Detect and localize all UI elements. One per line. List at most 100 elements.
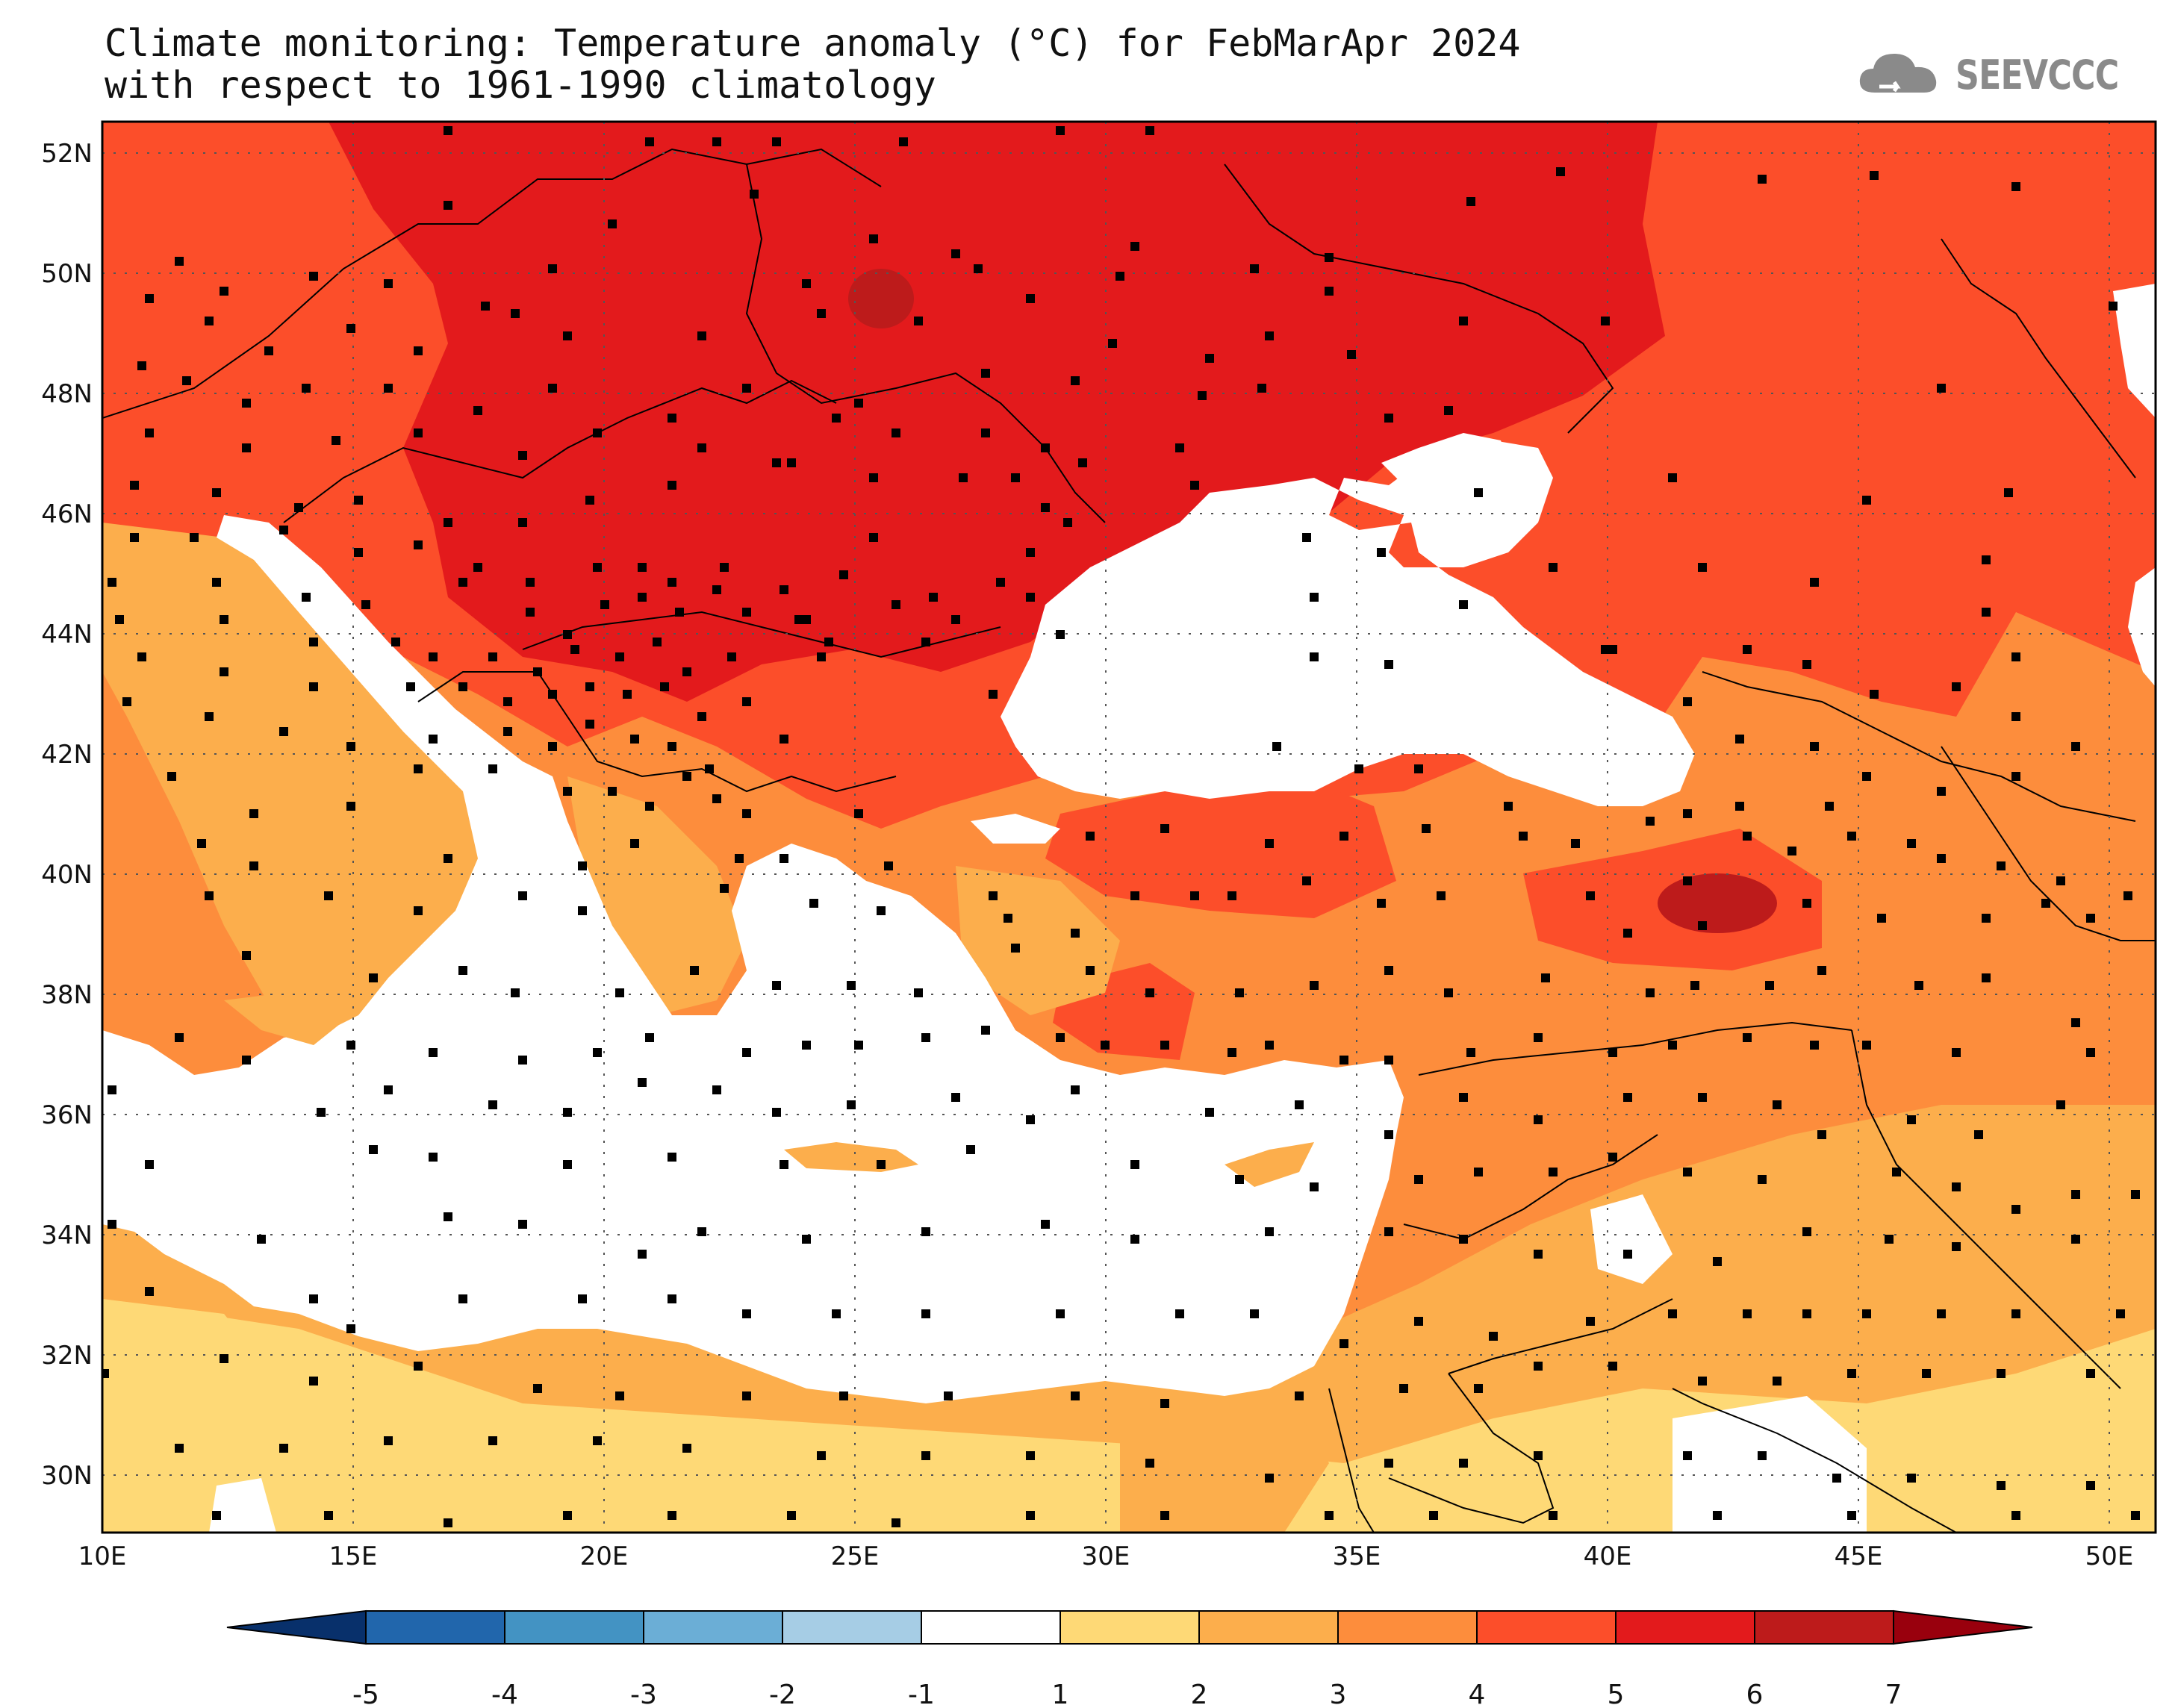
station-marker — [384, 384, 393, 393]
station-marker — [1937, 384, 1946, 393]
station-marker — [1773, 1377, 1782, 1386]
marmara-sea — [971, 814, 1060, 844]
station-marker — [108, 578, 116, 587]
station-marker — [1914, 981, 1923, 990]
station-marker — [414, 428, 423, 437]
station-marker — [1952, 682, 1961, 691]
station-marker — [1549, 1511, 1558, 1520]
station-marker — [503, 697, 512, 706]
station-marker — [1108, 339, 1117, 348]
station-marker — [817, 652, 826, 661]
station-marker — [1429, 1511, 1438, 1520]
station-marker — [563, 630, 572, 639]
station-marker — [414, 1362, 423, 1371]
station-marker — [2071, 1190, 2080, 1199]
station-marker — [1698, 1377, 1707, 1386]
station-marker — [1683, 1451, 1692, 1460]
station-marker — [608, 219, 617, 228]
station-marker — [981, 428, 990, 437]
station-marker — [1459, 1235, 1468, 1244]
station-marker — [1339, 1056, 1348, 1065]
station-marker — [892, 428, 900, 437]
station-marker — [212, 1511, 221, 1520]
station-marker — [563, 1108, 572, 1117]
station-marker — [772, 1108, 781, 1117]
station-marker — [2011, 182, 2020, 191]
station-marker — [1802, 660, 1811, 669]
station-marker — [220, 667, 228, 676]
station-marker — [2011, 1205, 2020, 1214]
colorbar — [226, 1609, 2033, 1645]
station-marker — [944, 1391, 953, 1400]
station-marker — [1130, 1235, 1139, 1244]
station-marker — [1257, 384, 1266, 393]
station-marker — [697, 331, 706, 340]
station-marker — [1922, 1369, 1931, 1378]
station-marker — [242, 951, 251, 960]
station-marker — [1063, 518, 1072, 527]
station-marker — [1071, 1085, 1080, 1094]
sea-of-azov — [1381, 433, 1508, 493]
station-marker — [1571, 839, 1580, 848]
station-marker — [720, 884, 729, 893]
station-marker — [533, 667, 542, 676]
station-marker — [1325, 1511, 1334, 1520]
station-marker — [1339, 1339, 1348, 1348]
station-marker — [182, 376, 191, 385]
station-marker — [914, 988, 923, 997]
title-line-1: Climate monitoring: Temperature anomaly … — [105, 22, 1521, 65]
station-marker — [697, 1227, 706, 1236]
station-marker — [1534, 1033, 1543, 1042]
station-marker — [989, 690, 998, 699]
colorbar-swatch — [1754, 1610, 1894, 1645]
station-marker — [249, 861, 258, 870]
station-marker — [2086, 914, 2095, 923]
station-marker — [145, 1287, 154, 1296]
station-marker — [1623, 929, 1632, 938]
station-marker — [802, 1041, 811, 1050]
anomaly-1-2-field — [102, 1299, 2156, 1533]
logo-text: SEEVCCC — [1955, 51, 2119, 99]
lat-tick-label: 38N — [41, 980, 93, 1010]
station-marker — [1325, 287, 1334, 296]
station-marker — [346, 324, 355, 333]
station-marker — [1683, 876, 1692, 885]
station-marker — [2071, 1235, 2080, 1244]
country-borders — [102, 148, 2156, 1533]
colorbar-swatch — [1198, 1610, 1339, 1645]
station-marker — [1690, 981, 1699, 990]
station-marker — [1601, 317, 1610, 325]
colorbar-arrow-high — [1893, 1609, 2033, 1645]
station-marker — [921, 638, 930, 646]
station-marker — [1683, 1168, 1692, 1176]
station-marker — [1071, 376, 1080, 385]
station-marker — [414, 540, 423, 549]
station-marker — [593, 1048, 602, 1057]
station-marker — [1086, 966, 1095, 975]
no-data-patch-saudi — [1673, 1396, 1867, 1533]
station-marker — [205, 317, 214, 325]
station-marker — [839, 570, 848, 579]
lat-tick-label: 40N — [41, 860, 93, 890]
station-marker — [593, 428, 602, 437]
station-marker — [742, 809, 751, 818]
station-marker — [869, 473, 878, 482]
station-marker — [102, 1369, 109, 1378]
station-marker — [1713, 1257, 1722, 1266]
station-marker — [638, 563, 647, 572]
station-marker — [1384, 660, 1393, 669]
station-marker — [518, 518, 527, 527]
station-marker — [1250, 1309, 1259, 1318]
station-marker — [473, 406, 482, 415]
station-marker — [847, 981, 856, 990]
station-marker — [369, 973, 378, 982]
station-marker — [966, 1145, 975, 1154]
station-marker — [122, 697, 131, 706]
station-marker — [414, 764, 423, 773]
station-marker — [1810, 1041, 1819, 1050]
station-marker — [369, 1145, 378, 1154]
cyprus-island — [1225, 1142, 1314, 1187]
station-marker — [1265, 1474, 1274, 1483]
station-marker — [645, 802, 654, 811]
station-marker — [615, 652, 624, 661]
